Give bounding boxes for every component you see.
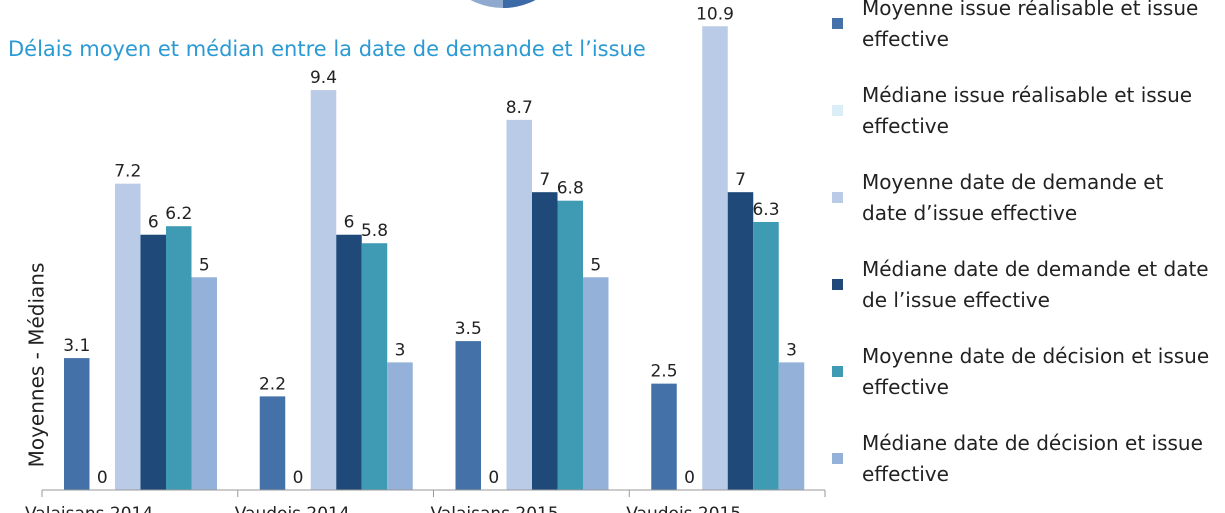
data-label: 9.4 <box>310 68 337 88</box>
bar <box>310 90 337 490</box>
bar <box>64 358 90 490</box>
legend-entry: Médiane issue réalisable et issue effect… <box>832 67 1217 154</box>
data-label: 3.1 <box>63 336 90 356</box>
legend-swatch <box>832 105 843 116</box>
legend-swatch <box>832 279 843 290</box>
data-label: 6.3 <box>752 200 779 220</box>
legend-label: Médiane issue réalisable et issue effect… <box>862 82 1193 138</box>
pie-fragment <box>503 0 536 8</box>
legend-swatch <box>832 192 843 203</box>
data-label: 6.8 <box>557 179 584 199</box>
bar <box>532 192 558 490</box>
data-label: 2.2 <box>259 374 286 394</box>
x-tick-label: Vaudois 2014 <box>235 504 350 513</box>
bar <box>455 341 481 490</box>
data-label: 10.9 <box>696 4 734 24</box>
data-label: 5 <box>199 255 210 275</box>
bar <box>583 277 609 490</box>
bar <box>702 26 728 490</box>
bar <box>361 243 388 490</box>
data-label: 7 <box>735 170 746 190</box>
data-label: 0 <box>97 468 108 488</box>
legend-label: Médiane date de décision et issue effect… <box>862 430 1203 486</box>
data-label: 7 <box>539 170 550 190</box>
data-label: 0 <box>684 468 695 488</box>
x-tick-label: Valaisans 2015 <box>431 504 559 513</box>
data-label: 0 <box>293 468 304 488</box>
data-label: 6 <box>344 213 355 233</box>
legend-label: Moyenne issue réalisable et issue effect… <box>862 0 1199 51</box>
data-label: 3.5 <box>455 319 482 339</box>
legend-label: Médiane date de demande et date de l’iss… <box>862 256 1209 312</box>
data-label: 2.5 <box>650 362 677 382</box>
bar <box>259 396 286 490</box>
legend-entry: Médiane date de demande et date de l’iss… <box>832 241 1217 328</box>
x-tick-label: Valaisans 2014 <box>25 504 153 513</box>
bar <box>387 362 413 490</box>
legend-label: Moyenne date de demande et date d’issue … <box>862 169 1164 225</box>
chart-title: Délais moyen et médian entre la date de … <box>8 37 646 61</box>
y-axis-label: Moyennes - Médians <box>25 263 49 468</box>
bar <box>115 183 141 490</box>
data-label: 6 <box>148 213 159 233</box>
x-tick-label: Vaudois 2015 <box>626 504 741 513</box>
data-label: 7.2 <box>114 162 141 182</box>
data-label: 0 <box>488 468 499 488</box>
data-label: 8.7 <box>506 98 533 118</box>
bar <box>336 234 362 490</box>
data-label: 5 <box>590 255 601 275</box>
data-label: 3 <box>395 340 406 360</box>
bar <box>557 200 583 490</box>
bar <box>778 362 805 490</box>
legend-entry: Moyenne date de décision et issue effect… <box>832 328 1217 415</box>
bar <box>506 119 532 490</box>
bar <box>140 234 166 490</box>
bar <box>166 226 192 490</box>
bar <box>191 277 217 490</box>
data-label: 6.2 <box>165 204 192 224</box>
bar <box>727 192 754 490</box>
legend-label: Moyenne date de décision et issue effect… <box>862 343 1210 399</box>
legend-entry: Médiane date de décision et issue effect… <box>832 415 1217 502</box>
legend-entry: Moyenne issue réalisable et issue effect… <box>832 0 1217 67</box>
bar <box>753 221 779 491</box>
legend-entry: Moyenne date de demande et date d’issue … <box>832 154 1217 241</box>
legend-swatch <box>832 453 843 464</box>
data-label: 5.8 <box>361 221 388 241</box>
data-label: 3 <box>786 340 797 360</box>
legend-swatch <box>832 366 843 377</box>
legend: Moyenne issue réalisable et issue effect… <box>832 0 1217 502</box>
bar <box>651 383 677 490</box>
legend-swatch <box>832 18 843 29</box>
